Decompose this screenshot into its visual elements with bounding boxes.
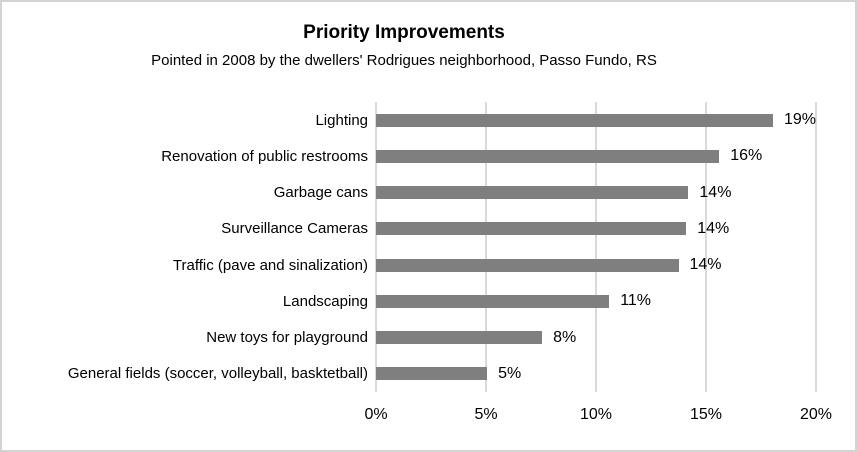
gridline [595, 102, 597, 392]
value-label: 5% [498, 364, 522, 382]
bar-rows: 19% 16% 14% 14% 14% 11% 8% 5% [376, 102, 816, 392]
value-label: 14% [699, 183, 732, 201]
x-tick-label: 15% [689, 406, 723, 423]
category-label: Renovation of public restrooms [161, 147, 368, 165]
chart-title: Priority Improvements [303, 22, 505, 43]
gridline [815, 102, 817, 392]
category-label: Landscaping [282, 292, 368, 310]
bar [376, 331, 543, 345]
gridline [375, 102, 377, 392]
category-label: Lighting [315, 111, 368, 129]
bar [376, 149, 720, 163]
bar-row: 8% [376, 320, 816, 356]
bar-row: 5% [376, 356, 816, 392]
bar [376, 113, 773, 127]
x-axis: 0% 5% 10% 15% 20% [364, 406, 832, 430]
category-label: New toys for playground [206, 329, 368, 347]
value-label: 16% [730, 147, 763, 165]
gridline [485, 102, 487, 392]
gridline [705, 102, 707, 392]
bar-row: 14% [376, 211, 816, 247]
bar-row: 14% [376, 175, 816, 211]
plot-area: 19% 16% 14% 14% 14% 11% 8% 5% [375, 102, 817, 392]
value-label: 14% [689, 256, 722, 274]
bar-row: 11% [376, 283, 816, 319]
x-tick-label: 20% [799, 406, 833, 423]
value-label: 14% [697, 219, 730, 237]
category-label: General fields (soccer, volleyball, bask… [67, 365, 368, 383]
value-label: 11% [620, 292, 652, 310]
x-tick-label: 5% [474, 406, 498, 423]
bar [376, 294, 610, 308]
bar [376, 367, 488, 381]
bar [376, 258, 679, 272]
bar-row: 14% [376, 247, 816, 283]
category-label: Garbage cans [273, 184, 368, 202]
category-label: Surveillance Cameras [221, 220, 368, 238]
value-label: 8% [553, 328, 577, 346]
x-tick-label: 10% [579, 406, 613, 423]
bar-row: 19% [376, 102, 816, 138]
x-tick-label: 0% [364, 406, 388, 423]
category-label: Traffic (pave and sinalization) [172, 256, 368, 274]
value-label: 19% [783, 111, 816, 129]
bar [376, 186, 689, 200]
bar [376, 222, 687, 236]
bar-row: 16% [376, 138, 816, 174]
chart-subtitle: Pointed in 2008 by the dwellers' Rodrigu… [151, 52, 657, 69]
category-labels: Lighting Renovation of public restrooms Ga… [2, 102, 368, 392]
